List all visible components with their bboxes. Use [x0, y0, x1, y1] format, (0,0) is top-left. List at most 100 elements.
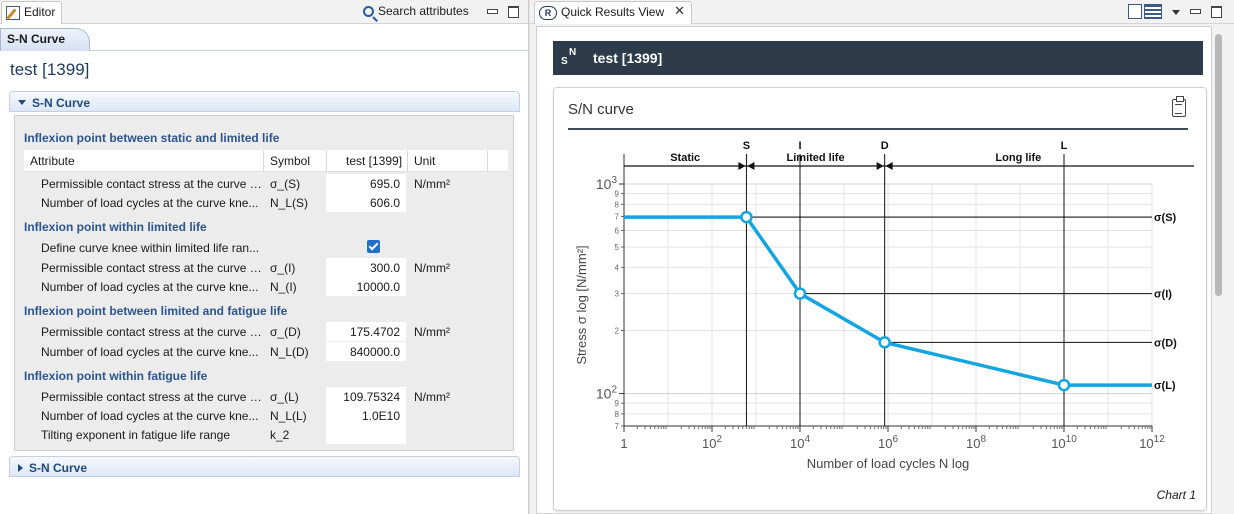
chart-card-title: S/N curve	[568, 101, 634, 118]
table-header: Attribute Symbol test [1399] Unit	[24, 150, 508, 172]
table-row: Number of load cycles at the curve kne..…	[24, 342, 508, 361]
knee-point-marker	[740, 210, 753, 224]
group-title: Inflexion point between limited and fati…	[24, 304, 288, 318]
y-minor-tick-label: 3	[615, 290, 620, 299]
x-tick-label: 102	[702, 434, 722, 451]
symbol-label: N_L(S)	[270, 196, 309, 210]
column-header-value: test [1399]	[346, 154, 403, 168]
group-title: Inflexion point within limited life	[24, 220, 207, 234]
value-field[interactable]: 175.4702	[326, 322, 406, 341]
editor-tab-label: Editor	[24, 5, 56, 19]
y-minor-tick-label: 7	[615, 212, 620, 221]
table-row: Define curve knee within limited life ra…	[24, 238, 508, 257]
x-tick-label: 104	[790, 434, 810, 451]
symbol-label: N_L(D)	[270, 345, 309, 359]
section-header-sn-curve-expanded[interactable]: S-N Curve	[9, 91, 520, 112]
close-icon[interactable]: ✕	[674, 3, 686, 18]
attribute-table: Inflexion point between static and limit…	[14, 115, 514, 451]
y-tick-label: 102	[596, 385, 618, 402]
sn-curve-line	[624, 215, 1152, 387]
table-row: Number of load cycles at the curve kne..…	[24, 193, 508, 212]
quick-results-tab-label: Quick Results View	[561, 5, 665, 19]
quick-results-tab[interactable]: R Quick Results View ✕	[534, 1, 693, 24]
table-row: Permissible contact stress at the curve …	[24, 174, 508, 193]
tab-sn-curve[interactable]: S-N Curve	[0, 28, 90, 51]
symbol-label: σ_(D)	[270, 325, 301, 339]
symbol-label: N_L(L)	[270, 409, 307, 423]
stress-level-label: σ(I)	[1154, 289, 1172, 301]
table-row: Permissible contact stress at the curve …	[24, 258, 508, 277]
view-menu-icon[interactable]	[1144, 4, 1162, 19]
x-tick-label: 108	[966, 434, 986, 451]
column-header-symbol: Symbol	[270, 154, 311, 168]
attribute-label: Number of load cycles at the curve kne..…	[41, 345, 259, 359]
y-minor-tick-label: 2	[615, 326, 620, 335]
attribute-label: Tilting exponent in fatigue life range	[41, 428, 231, 442]
unit-label: N/mm²	[414, 261, 450, 275]
minimize-icon[interactable]	[487, 6, 498, 16]
unit-label: N/mm²	[414, 177, 450, 191]
symbol-label: k_2	[270, 428, 290, 442]
symbol-label: N_(I)	[270, 280, 297, 294]
attribute-label: Number of load cycles at the curve kne..…	[41, 409, 259, 423]
minimize-icon[interactable]	[1190, 6, 1201, 16]
group-title: Inflexion point within fatigue life	[24, 369, 208, 383]
attribute-label: Number of load cycles at the curve kne..…	[41, 196, 259, 210]
unit-label: N/mm²	[414, 325, 450, 339]
editor-tab[interactable]: Editor	[1, 1, 63, 24]
region-arrowhead	[885, 162, 893, 170]
x-tick-label: 1	[620, 436, 627, 451]
x-tick-label: 1012	[1139, 434, 1165, 451]
value-field[interactable]: 1.0E10	[326, 406, 406, 425]
table-row: Permissible contact stress at the curve …	[24, 322, 508, 341]
column-separator	[263, 150, 264, 172]
maximize-icon[interactable]	[1211, 6, 1222, 18]
chevron-down-icon[interactable]	[1172, 10, 1180, 15]
define-curve-knee-checkbox[interactable]	[367, 240, 380, 253]
edit-pencil-icon	[6, 6, 20, 20]
y-minor-tick-label: 8	[615, 410, 620, 419]
value-field[interactable]: 840000.0	[326, 342, 406, 361]
value-field[interactable]	[326, 425, 406, 444]
value-field[interactable]: 606.0	[326, 193, 406, 212]
clipboard-icon[interactable]	[1172, 96, 1186, 117]
value-field[interactable]: 109.75324	[326, 387, 406, 406]
stress-level-label: σ(D)	[1154, 337, 1177, 349]
chevron-right-icon	[18, 463, 23, 472]
y-minor-tick-label: 9	[615, 190, 620, 199]
region-arrowhead	[876, 162, 884, 170]
section-header-sn-curve-collapsed[interactable]: S-N Curve	[9, 456, 520, 477]
attribute-label: Define curve knee within limited life ra…	[41, 241, 260, 255]
vertical-scrollbar[interactable]	[1214, 30, 1224, 514]
value-field[interactable]: 695.0	[326, 174, 406, 193]
divider	[568, 128, 1188, 130]
search-attributes-button[interactable]: Search attributes	[363, 4, 469, 18]
attribute-label: Number of load cycles at the curve kne..…	[41, 280, 259, 294]
knee-point-label: L	[1061, 140, 1068, 152]
y-minor-tick-label: 4	[615, 263, 620, 272]
attribute-label: Permissible contact stress at the curve …	[41, 261, 263, 275]
editor-pane: Editor Search attributes S-N Curve test …	[0, 0, 529, 514]
stress-level-label: σ(L)	[1154, 380, 1176, 392]
quick-results-pane: R Quick Results View ✕ S N test [1399] S…	[530, 0, 1234, 514]
search-icon	[363, 5, 374, 17]
y-minor-tick-label: 7	[615, 422, 620, 431]
region-label: Static	[670, 152, 700, 164]
quick-results-view-bar: R Quick Results View ✕	[530, 0, 1234, 24]
attribute-label: Permissible contact stress at the curve …	[41, 390, 263, 404]
symbol-label: σ_(L)	[270, 390, 299, 404]
attribute-label: Permissible contact stress at the curve …	[41, 325, 263, 339]
sn-chart: Sσ(S) Iσ(I) Dσ(D) Lσ(L) Static Limited life Lo…	[574, 140, 1194, 471]
knee-point-marker	[793, 287, 807, 300]
knee-point-label: S	[743, 140, 750, 152]
column-separator	[326, 150, 327, 172]
value-field[interactable]: 10000.0	[326, 277, 406, 296]
y-tick-label: 103	[596, 175, 618, 192]
value-field[interactable]: 300.0	[326, 258, 406, 277]
maximize-icon[interactable]	[508, 6, 519, 18]
scrollbar-thumb[interactable]	[1215, 34, 1222, 296]
report-icon[interactable]	[1128, 4, 1142, 19]
knee-point-marker	[1057, 378, 1071, 392]
attribute-label: Permissible contact stress at the curve …	[41, 177, 263, 191]
stress-level-label: σ(S)	[1154, 212, 1177, 224]
